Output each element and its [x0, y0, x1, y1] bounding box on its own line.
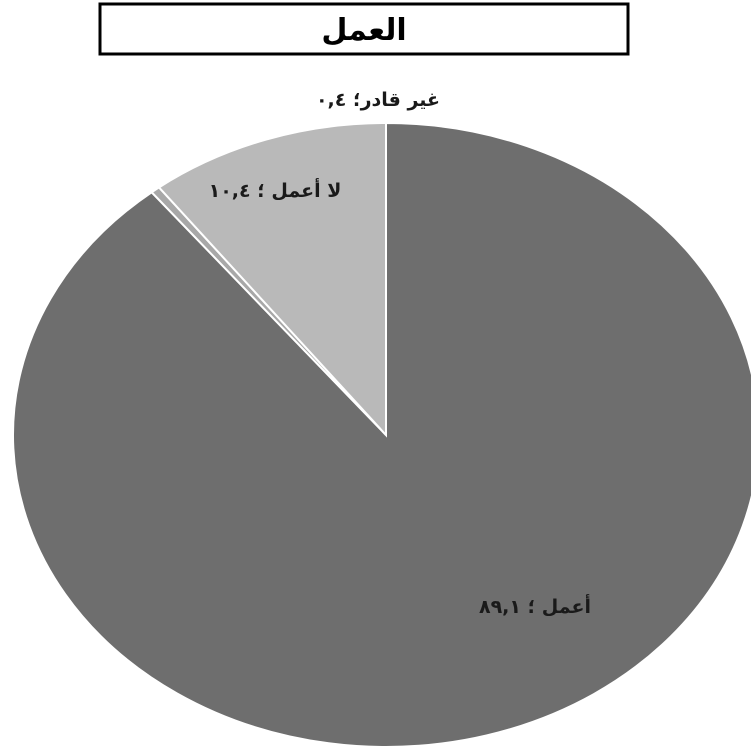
- pie-slice: [157, 121, 387, 438]
- slice-label: أعمل ؛ ٨٩,١: [479, 594, 591, 618]
- title-box: [98, 2, 630, 56]
- slice-labels: أعمل ؛ ٨٩,١ غير قادر؛ ٠,٤ لا أعمل ؛ ١٠,٤: [209, 89, 591, 618]
- pie-slices: [12, 121, 751, 748]
- slice-label: غير قادر؛ ٠,٤: [316, 89, 440, 111]
- chart-title-text: العمل: [321, 13, 406, 48]
- slice-label: لا أعمل ؛ ١٠,٤: [209, 178, 342, 202]
- chart-title: العمل: [98, 2, 630, 56]
- pie-slice: [12, 121, 751, 748]
